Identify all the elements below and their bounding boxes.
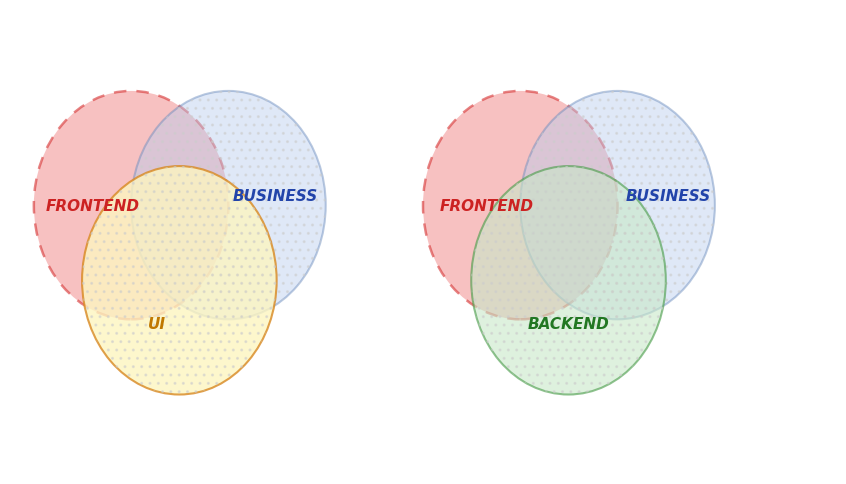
Text: UI: UI bbox=[147, 317, 166, 332]
Ellipse shape bbox=[520, 92, 715, 319]
Text: BUSINESS: BUSINESS bbox=[626, 189, 711, 203]
Text: BACKEND: BACKEND bbox=[528, 317, 609, 332]
Text: FRONTEND: FRONTEND bbox=[46, 198, 140, 213]
Text: BUSINESS: BUSINESS bbox=[233, 189, 317, 203]
Ellipse shape bbox=[423, 92, 618, 319]
Ellipse shape bbox=[131, 92, 326, 319]
Ellipse shape bbox=[471, 167, 666, 394]
Ellipse shape bbox=[34, 92, 228, 319]
Text: FRONTEND: FRONTEND bbox=[439, 198, 534, 213]
Ellipse shape bbox=[82, 167, 277, 394]
